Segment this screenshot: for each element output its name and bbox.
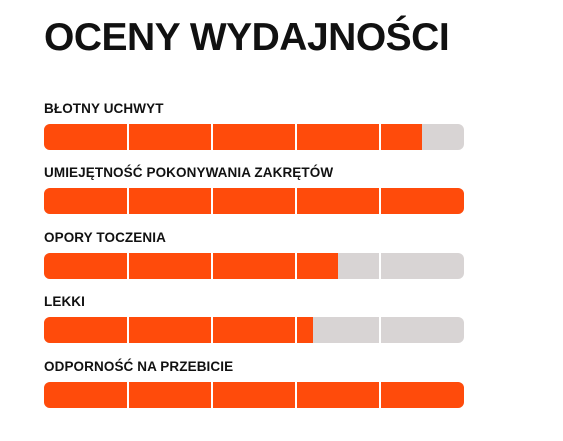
rating-bar-divider: [295, 382, 297, 408]
rating-mud-grip: BŁOTNY UCHWYT: [44, 101, 464, 150]
rating-bar: [44, 382, 464, 408]
rating-bar-fill: [44, 317, 313, 343]
rating-bar: [44, 188, 464, 214]
rating-bar-divider: [127, 253, 129, 279]
rating-bar-divider: [127, 124, 129, 150]
rating-lightweight: LEKKI: [44, 294, 464, 343]
rating-label: OPORY TOCZENIA: [44, 230, 166, 245]
rating-bar-divider: [379, 382, 381, 408]
rating-bar-divider: [211, 317, 213, 343]
rating-label: BŁOTNY UCHWYT: [44, 101, 164, 116]
rating-label: ODPORNOŚĆ NA PRZEBICIE: [44, 359, 234, 374]
rating-bar-divider: [379, 124, 381, 150]
rating-bar-fill: [44, 253, 338, 279]
rating-puncture-resistance: ODPORNOŚĆ NA PRZEBICIE: [44, 359, 464, 408]
rating-bar-divider: [211, 124, 213, 150]
rating-label: LEKKI: [44, 294, 85, 309]
rating-bar-divider: [127, 382, 129, 408]
rating-bar: [44, 253, 464, 279]
rating-label: UMIEJĘTNOŚĆ POKONYWANIA ZAKRĘTÓW: [44, 165, 334, 180]
rating-bar-divider: [127, 317, 129, 343]
rating-bar-divider: [211, 188, 213, 214]
rating-bar-divider: [295, 188, 297, 214]
rating-bar-divider: [211, 253, 213, 279]
rating-bar-fill: [44, 124, 422, 150]
rating-rolling-resistance: OPORY TOCZENIA: [44, 230, 464, 279]
page-title: OCENY WYDAJNOŚCI: [44, 16, 450, 59]
rating-bar-divider: [295, 253, 297, 279]
rating-bar-divider: [127, 188, 129, 214]
rating-bar-divider: [211, 382, 213, 408]
rating-bar-divider: [295, 317, 297, 343]
rating-bar-divider: [379, 317, 381, 343]
rating-cornering: UMIEJĘTNOŚĆ POKONYWANIA ZAKRĘTÓW: [44, 165, 464, 214]
rating-bar-divider: [379, 253, 381, 279]
rating-bar-fill: [44, 188, 464, 214]
rating-bar: [44, 124, 464, 150]
rating-bar-fill: [44, 382, 464, 408]
rating-bar-divider: [295, 124, 297, 150]
rating-bar: [44, 317, 464, 343]
rating-bar-divider: [379, 188, 381, 214]
